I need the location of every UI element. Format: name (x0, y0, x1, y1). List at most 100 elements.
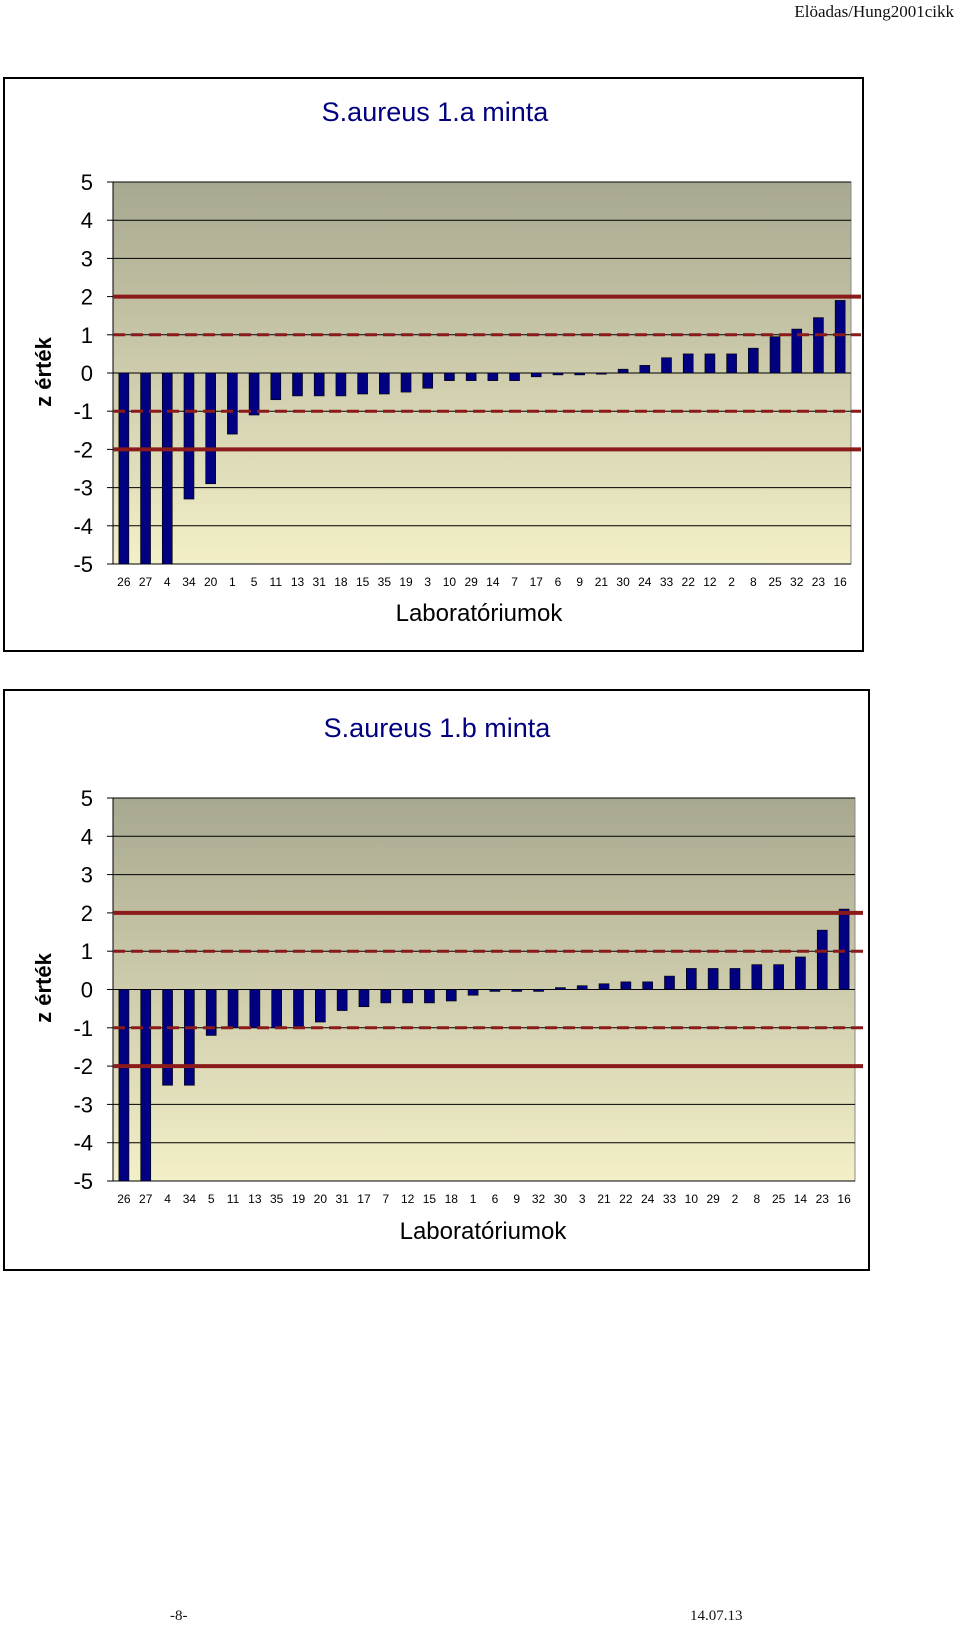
y-tick-label: 0 (81, 361, 93, 386)
bar-lab-35 (271, 989, 282, 1029)
y-tick-label: -1 (73, 399, 93, 424)
x-tick-label: 3 (579, 1192, 586, 1206)
x-tick-label: 23 (816, 1192, 830, 1206)
document-reference: Elöadas/Hung2001cikk (794, 2, 954, 21)
bar-lab-35 (379, 372, 390, 395)
x-axis-label: Laboratóriumok (400, 1218, 568, 1245)
x-tick-label: 22 (619, 1192, 633, 1206)
bar-lab-20 (315, 989, 326, 1023)
x-tick-label: 27 (139, 575, 153, 589)
bar-lab-24 (642, 981, 653, 990)
x-tick-label: 2 (732, 1192, 739, 1206)
bar-lab-23 (813, 317, 824, 374)
x-tick-label: 25 (772, 1192, 786, 1206)
bar-lab-23 (816, 929, 828, 990)
x-axis-label: Laboratóriumok (396, 600, 564, 627)
x-tick-label: 11 (270, 575, 283, 589)
bar-lab-10 (444, 372, 455, 381)
x-tick-label: 9 (513, 1192, 520, 1206)
bar-lab-32 (791, 328, 803, 374)
bar-lab-4 (162, 989, 173, 1086)
bar-lab-13 (292, 372, 303, 397)
bar-lab-8 (748, 347, 759, 374)
bar-lab-1 (467, 989, 479, 996)
y-tick-label: 3 (81, 863, 93, 888)
x-tick-label: 27 (139, 1192, 153, 1206)
bar-lab-26 (118, 372, 130, 565)
bar-lab-27 (140, 372, 151, 565)
bar-lab-33 (661, 357, 672, 374)
y-axis-label: z érték (31, 336, 56, 406)
y-tick-label: 1 (81, 323, 93, 348)
y-tick-label: 4 (81, 208, 93, 233)
y-tick-label: -4 (73, 514, 93, 539)
bar-lab-20 (205, 372, 216, 485)
x-tick-label: 32 (790, 575, 804, 589)
y-tick-label: -5 (73, 1169, 93, 1194)
y-tick-label: 3 (81, 246, 93, 271)
x-tick-label: 10 (443, 575, 457, 589)
x-tick-label: 5 (251, 575, 258, 589)
bar-lab-7 (509, 372, 520, 381)
bar-lab-4 (161, 372, 173, 565)
x-tick-label: 33 (660, 575, 674, 589)
x-tick-label: 34 (183, 1192, 197, 1206)
bar-lab-9 (574, 372, 585, 376)
bar-lab-12 (402, 989, 413, 1004)
x-tick-label: 4 (164, 1192, 171, 1206)
bar-lab-25 (769, 336, 781, 374)
x-tick-label: 6 (555, 575, 562, 589)
x-tick-label: 2 (728, 575, 735, 589)
bar-lab-29 (465, 372, 477, 381)
y-tick-label: 4 (81, 824, 93, 849)
bar-lab-16 (834, 300, 846, 374)
x-tick-label: 24 (641, 1192, 655, 1206)
bar-lab-11 (270, 372, 282, 401)
bar-lab-15 (357, 372, 368, 395)
bar-lab-6 (489, 989, 501, 992)
x-tick-label: 15 (356, 575, 370, 589)
x-tick-label: 3 (424, 575, 431, 589)
x-tick-label: 35 (378, 575, 392, 589)
bar-lab-34 (184, 989, 195, 1086)
x-tick-label: 24 (638, 575, 652, 589)
bar-lab-5 (205, 989, 217, 1036)
bar-lab-31 (336, 989, 348, 1011)
y-tick-label: -2 (73, 1054, 93, 1079)
bar-lab-18 (445, 989, 457, 1002)
x-tick-label: 21 (595, 575, 609, 589)
bar-lab-5 (248, 372, 260, 416)
y-tick-label: 5 (81, 170, 93, 195)
x-tick-label: 13 (248, 1192, 262, 1206)
bar-lab-27 (140, 989, 152, 1182)
chart-b-panel: 5 4 3 2 1 0 -1 -2 -3 -4 -5 26 27 4 34 5 11 13 35 19 20 31 17 7 1… (3, 689, 870, 1271)
y-axis-label: z érték (31, 952, 56, 1022)
bar-lab-16 (838, 908, 850, 990)
x-tick-label: 18 (334, 575, 348, 589)
x-tick-label: 17 (357, 1192, 371, 1206)
y-tick-label: 1 (81, 939, 93, 964)
y-tick-label: -3 (73, 1092, 93, 1117)
x-tick-label: 1 (229, 575, 236, 589)
x-tick-label: 14 (486, 575, 500, 589)
bar-lab-12 (704, 353, 716, 374)
bar-lab-22 (620, 981, 632, 990)
bar-lab-9 (511, 989, 523, 992)
x-tick-label: 34 (182, 575, 196, 589)
bar-lab-8 (751, 964, 763, 990)
bar-lab-34 (183, 372, 195, 500)
x-tick-label: 17 (530, 575, 544, 589)
bar-lab-14 (487, 372, 499, 381)
x-tick-label: 23 (812, 575, 826, 589)
bar-lab-2 (726, 353, 737, 374)
x-tick-label: 12 (401, 1192, 415, 1206)
footer-date: 14.07.13 (690, 1608, 743, 1624)
bar-lab-26 (118, 989, 130, 1182)
bar-lab-30 (617, 368, 629, 374)
bar-lab-31 (313, 372, 325, 397)
bar-lab-13 (249, 989, 261, 1029)
x-tick-label: 5 (208, 1192, 215, 1206)
bar-lab-18 (335, 372, 347, 397)
bar-lab-3 (422, 372, 434, 389)
x-tick-label: 21 (597, 1192, 611, 1206)
